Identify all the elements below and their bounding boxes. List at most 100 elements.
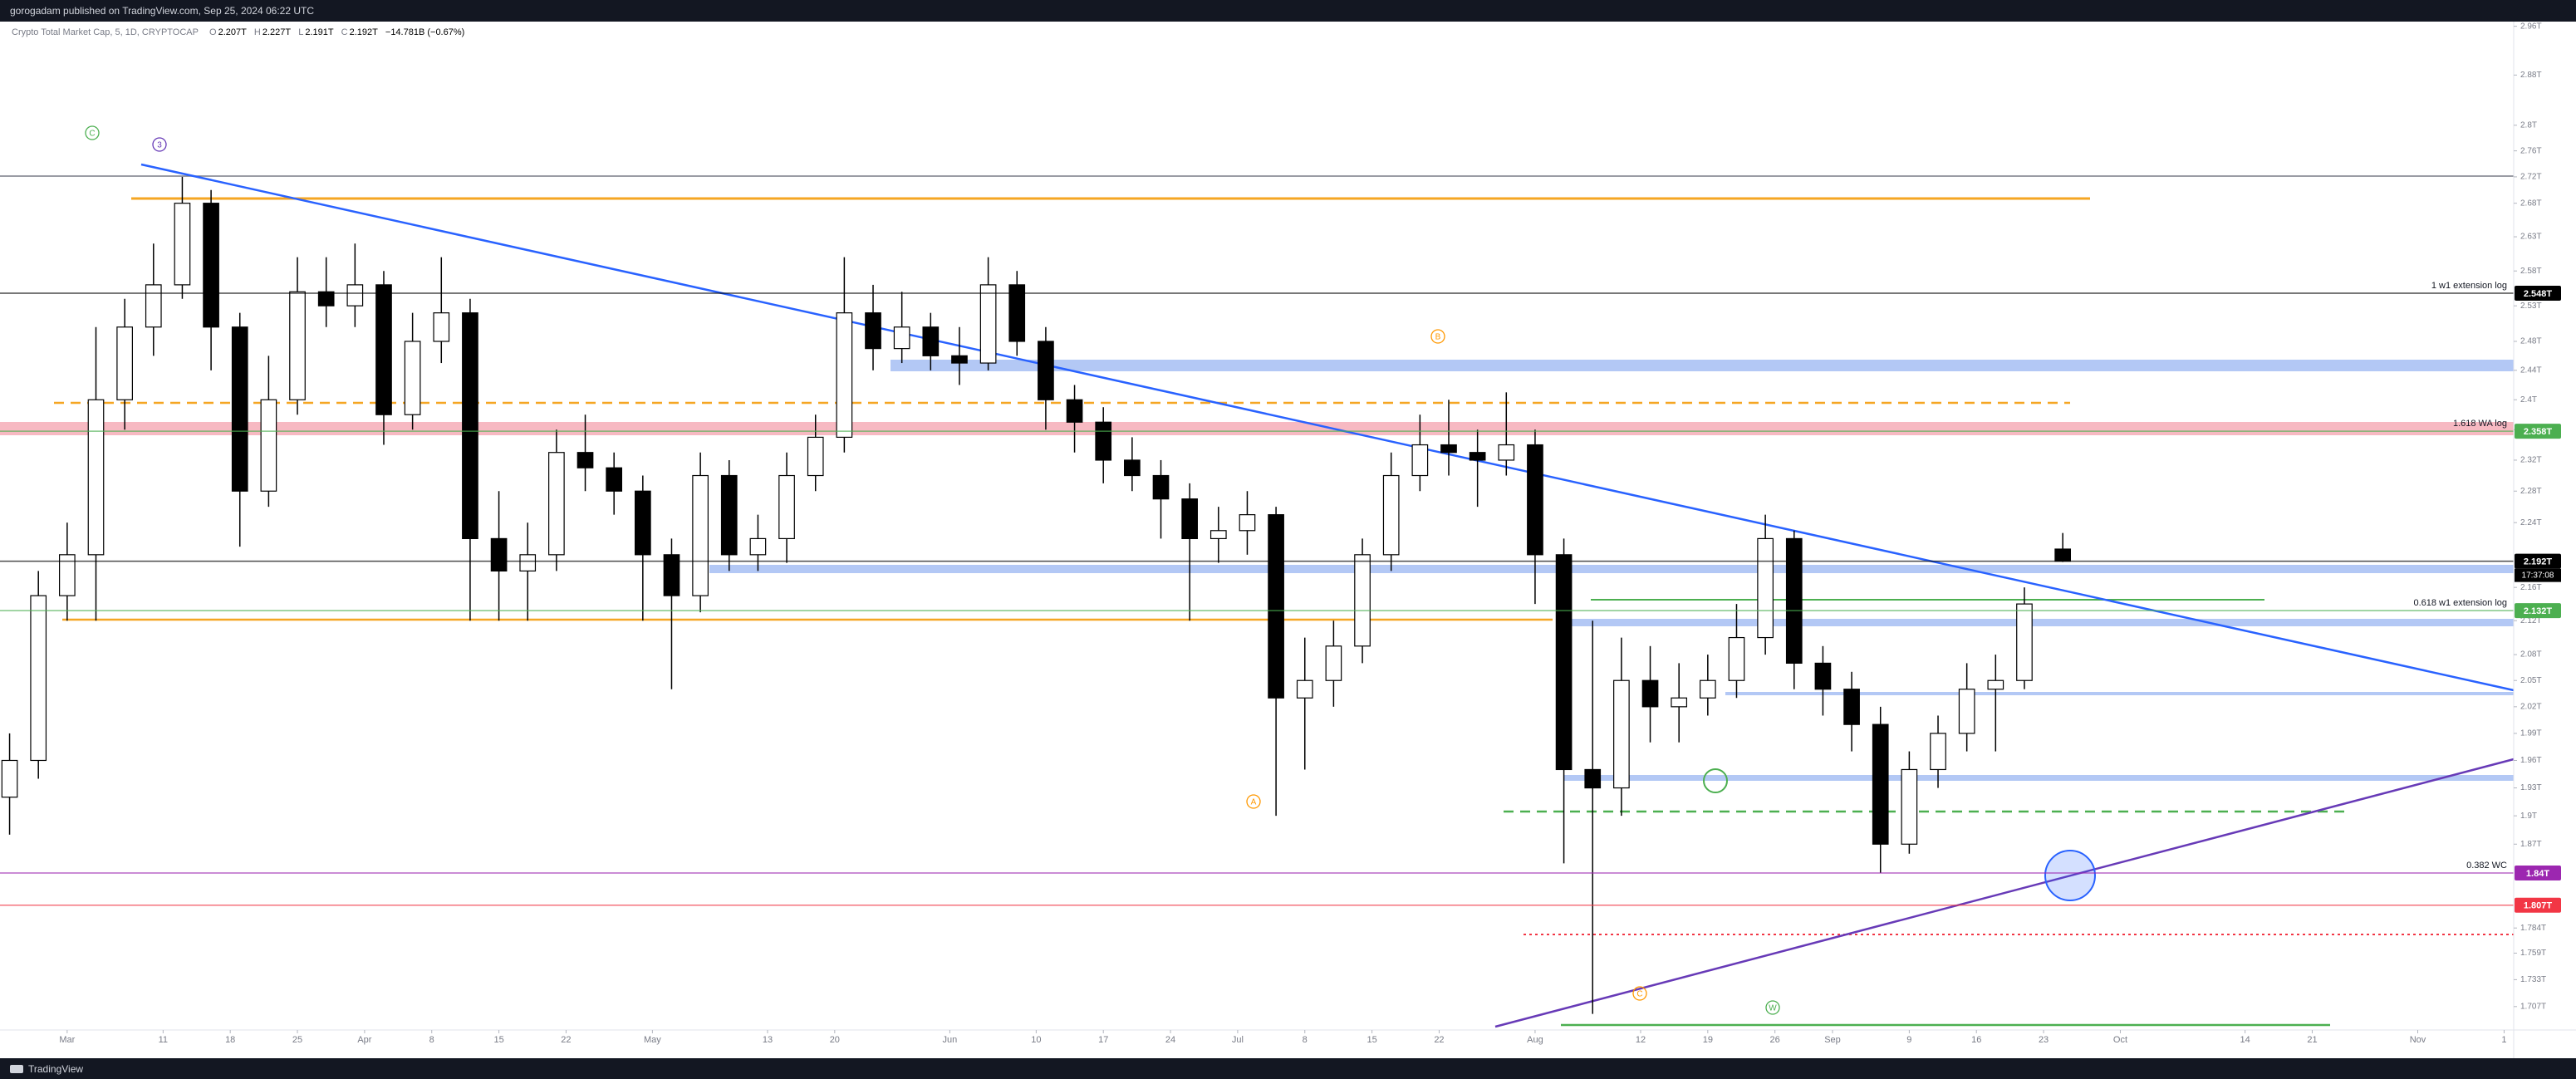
wave-label-ring (1765, 1000, 1780, 1015)
x-tick-label: 14 (2240, 1035, 2250, 1045)
level-label: 2.192T (2524, 557, 2553, 567)
level-label: 2.358T (2524, 427, 2553, 437)
candle-body (30, 595, 47, 762)
candle-body (1095, 421, 1112, 461)
x-tick-label: May (644, 1035, 661, 1045)
candle-body (1268, 514, 1284, 699)
wave-label-ring (85, 125, 100, 140)
y-tick-label: 2.12T (2520, 616, 2542, 625)
top-bar: gorogadam published on TradingView.com, … (0, 0, 2576, 22)
candle-body (1843, 689, 1860, 725)
y-tick-label: 2.08T (2520, 650, 2542, 660)
candle-body (174, 203, 191, 286)
candle-body (1354, 554, 1371, 647)
candle-body (692, 474, 709, 596)
candle-body (807, 436, 824, 477)
wave-label-ring (1632, 986, 1647, 1001)
x-tick-label: 1 (2501, 1035, 2506, 1045)
circle-marker (2044, 850, 2096, 901)
x-tick-label: Aug (1527, 1035, 1543, 1045)
y-tick-label: 2.53T (2520, 302, 2542, 311)
level-note: 0.382 WC (2466, 861, 2507, 871)
candle-body (979, 284, 997, 364)
x-tick-label: Mar (59, 1035, 75, 1045)
x-tick-label: Jul (1232, 1035, 1244, 1045)
overlay: 2.96T 2.88T 2.8T 2.76T 2.72T 2.68T 2.63T 2.58T 2… (0, 22, 2576, 1058)
x-tick-label: Sep (1824, 1035, 1841, 1045)
legend-value: 2.191T (305, 27, 334, 37)
x-tick-label: 20 (830, 1035, 840, 1045)
y-tick-label: 2.63T (2520, 233, 2542, 242)
header-text: gorogadam published on TradingView.com, … (10, 5, 315, 17)
countdown-tag (2515, 568, 2561, 582)
x-tick-label: 18 (225, 1035, 235, 1045)
wave-label: C (89, 130, 95, 139)
candle-body (1671, 697, 1688, 708)
x-tick-label: 17 (1098, 1035, 1108, 1045)
candle-body (1987, 679, 2004, 690)
y-tick-label: 1.96T (2520, 756, 2542, 765)
candle-body (2016, 603, 2033, 681)
y-tick-label: 2.32T (2520, 456, 2542, 465)
x-tick-label: 25 (292, 1035, 302, 1045)
y-tick-label: 2.76T (2520, 146, 2542, 155)
candle-body (720, 474, 738, 556)
candle-body (490, 537, 508, 572)
candle-body (260, 399, 277, 492)
candle-body (1, 759, 18, 798)
candle-body (1785, 537, 1803, 665)
candle-body (231, 326, 248, 492)
level-note: 1.618 WA log (2453, 419, 2507, 429)
candle-body (519, 554, 537, 572)
x-tick-label: Nov (2410, 1035, 2426, 1045)
x-tick-label: 26 (1770, 1035, 1780, 1045)
trend-line (140, 163, 2515, 692)
level-label: 1.84T (2526, 869, 2549, 879)
y-tick-label: 1.784T (2520, 924, 2546, 933)
x-tick-label: 12 (1636, 1035, 1646, 1045)
x-tick-label: Oct (2113, 1035, 2127, 1045)
candle-body (922, 326, 940, 356)
candle-body (375, 284, 392, 415)
candle-body (462, 312, 478, 540)
bottom-bar: TradingView (0, 1058, 2576, 1079)
candle-body (1181, 498, 1198, 540)
level-tag (2515, 553, 2561, 569)
x-tick-label: 24 (1165, 1035, 1175, 1045)
candle-body (1382, 474, 1400, 556)
x-tick-label: 8 (429, 1035, 434, 1045)
y-tick-label: 2.72T (2520, 173, 2542, 182)
drawings (0, 163, 2515, 1028)
candle-body (145, 284, 162, 328)
candle-body (2054, 548, 2072, 562)
candle-body (1527, 444, 1543, 556)
wave-label: 3 (157, 141, 162, 150)
y-tick-label: 2.68T (2520, 199, 2542, 208)
logo (10, 1064, 23, 1073)
candle-body (1584, 768, 1602, 789)
candle-body (1930, 733, 1946, 771)
level-tag (2515, 285, 2561, 301)
x-tick-label: 22 (561, 1035, 571, 1045)
candle-body (1239, 514, 1256, 532)
level-tag (2515, 897, 2561, 913)
candle-body (433, 312, 450, 342)
background (0, 22, 2576, 1058)
y-tick-label: 2.28T (2520, 487, 2542, 496)
y-tick-label: 2.48T (2520, 337, 2542, 346)
level-label: 1.807T (2524, 901, 2553, 911)
legend-key: L (298, 27, 304, 37)
candle-body (1498, 444, 1515, 461)
brand: TradingView (28, 1062, 84, 1075)
legend-change: −14.781B (−0.67%) (385, 27, 465, 37)
candle-body (663, 554, 680, 596)
candle-body (59, 554, 76, 596)
level-note: 1 w1 extension log (2431, 281, 2507, 291)
candle-body (1440, 444, 1457, 454)
x-tick-label: 9 (1906, 1035, 1911, 1045)
zone (1558, 619, 2514, 626)
candle-body (778, 474, 795, 540)
y-tick-label: 1.99T (2520, 729, 2542, 738)
